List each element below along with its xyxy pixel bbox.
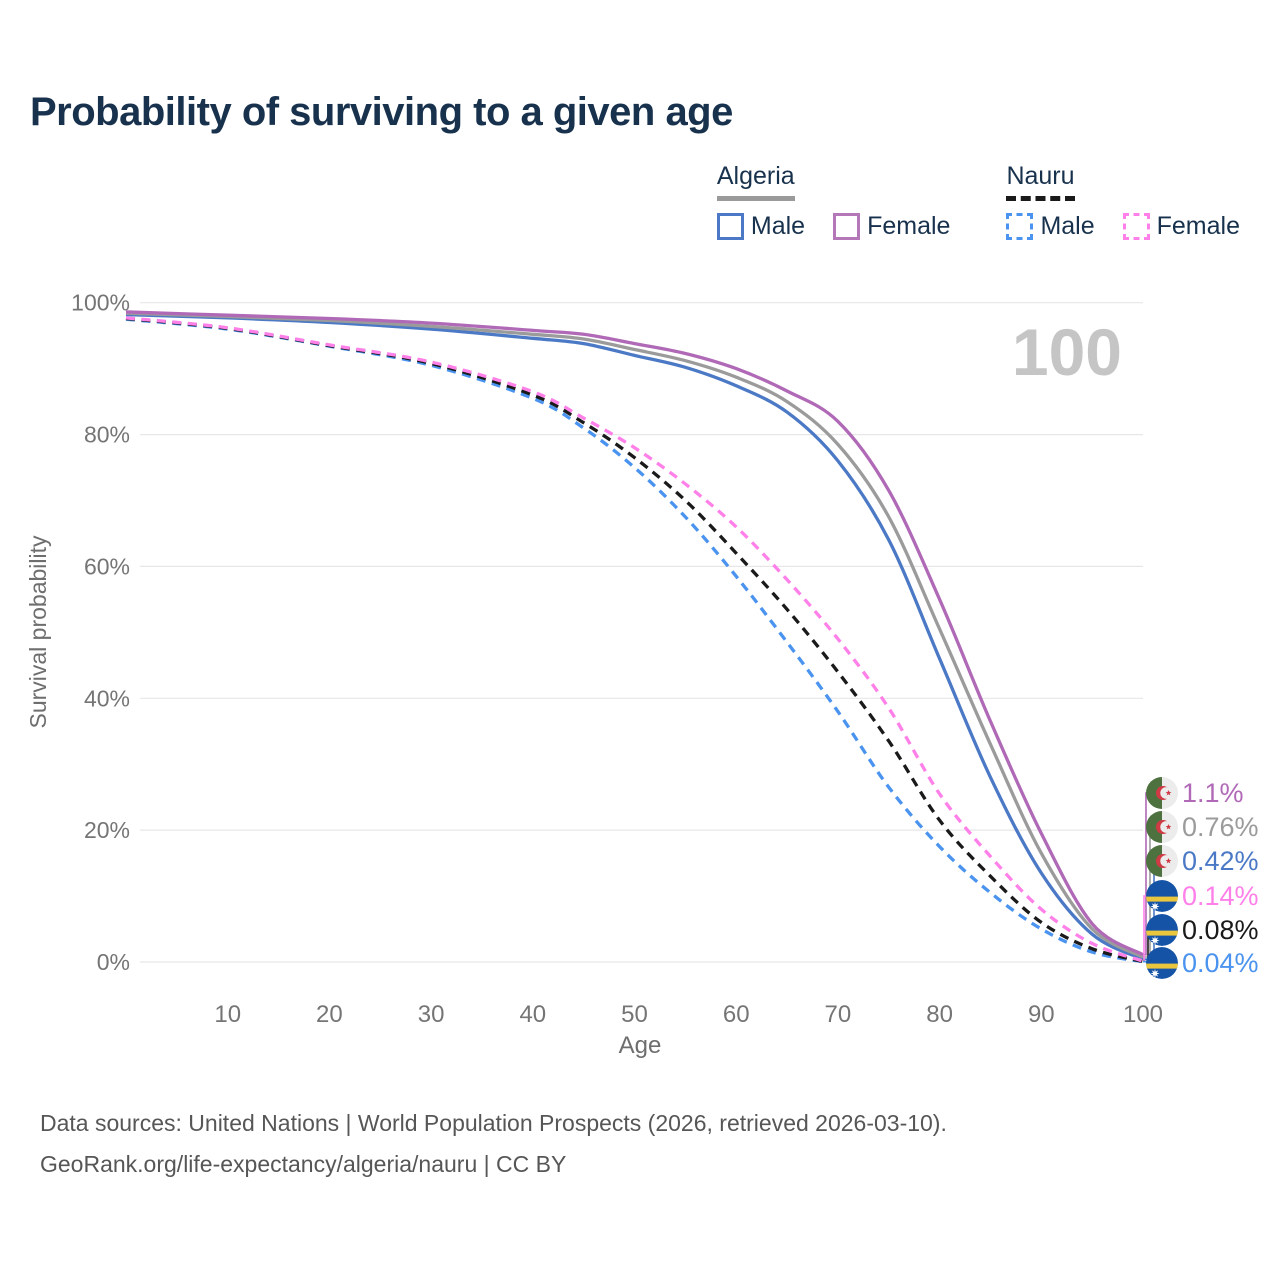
legend: Algeria Male Female Nauru Male bbox=[716, 162, 1240, 241]
nauru-flag-icon bbox=[1146, 880, 1178, 912]
y-tick-label: 80% bbox=[84, 422, 130, 448]
legend-country-nauru: Nauru bbox=[1006, 162, 1075, 201]
end-label-nauru-both-sexes[interactable]: 0.08% bbox=[1143, 914, 1259, 963]
y-tick-label: 20% bbox=[84, 817, 130, 843]
algeria-flag-icon bbox=[1146, 845, 1178, 877]
footer-sources-line: Data sources: United Nations | World Pop… bbox=[40, 1110, 947, 1136]
age-watermark: 100 bbox=[1012, 315, 1122, 389]
end-label-algeria-male[interactable]: 0.42% bbox=[1143, 845, 1259, 960]
end-label-algeria-both-sexes[interactable]: 0.76% bbox=[1143, 811, 1259, 958]
legend-label: Male bbox=[1040, 212, 1095, 240]
x-tick-label: 70 bbox=[825, 1001, 852, 1028]
end-label-value: 0.42% bbox=[1182, 846, 1259, 876]
legend-item-algeria-female[interactable]: Female bbox=[833, 212, 950, 241]
x-tick-label: 50 bbox=[621, 1001, 648, 1028]
footer: Data sources: United Nations | World Pop… bbox=[40, 1103, 947, 1185]
legend-items-nauru: Male Female bbox=[1006, 212, 1240, 241]
y-tick-label: 0% bbox=[97, 949, 130, 975]
footer-url-line: GeoRank.org/life-expectancy/algeria/naur… bbox=[40, 1151, 567, 1177]
algeria-flag-icon bbox=[1146, 777, 1178, 809]
line-nauru-female[interactable] bbox=[125, 316, 1144, 963]
x-tick-label: 60 bbox=[723, 1001, 750, 1028]
line-nauru-both-sexes[interactable] bbox=[125, 316, 1144, 964]
x-tick-label: 80 bbox=[926, 1001, 953, 1028]
end-label-value: 0.08% bbox=[1182, 915, 1259, 945]
legend-group-algeria: Algeria Male Female bbox=[716, 162, 950, 241]
legend-items-algeria: Male Female bbox=[716, 212, 950, 241]
legend-label: Female bbox=[867, 212, 951, 240]
x-axis-title: Age bbox=[619, 1032, 662, 1059]
nauru-female-swatch-icon bbox=[1122, 213, 1150, 240]
x-tick-label: 100 bbox=[1123, 1001, 1163, 1028]
y-tick-label: 100% bbox=[71, 290, 130, 316]
x-tick-label: 20 bbox=[316, 1001, 343, 1028]
end-label-nauru-female[interactable]: 0.14% bbox=[1143, 880, 1259, 962]
legend-label: Female bbox=[1156, 212, 1240, 240]
line-algeria-female[interactable] bbox=[125, 310, 1144, 957]
algeria-male-swatch-icon bbox=[716, 213, 744, 240]
x-tick-label: 30 bbox=[418, 1001, 445, 1028]
algeria-flag-icon bbox=[1146, 811, 1178, 843]
y-tick-label: 60% bbox=[84, 553, 130, 579]
legend-item-algeria-male[interactable]: Male bbox=[716, 212, 806, 241]
legend-item-nauru-female[interactable]: Female bbox=[1122, 212, 1240, 241]
legend-group-nauru: Nauru Male Female bbox=[1006, 162, 1240, 241]
legend-country-algeria: Algeria bbox=[716, 162, 795, 201]
page-title: Probability of surviving to a given age bbox=[30, 90, 733, 134]
end-label-value: 0.04% bbox=[1182, 948, 1259, 978]
x-tick-label: 10 bbox=[214, 1001, 241, 1028]
algeria-female-swatch-icon bbox=[833, 213, 861, 240]
line-algeria-both-sexes[interactable] bbox=[125, 311, 1144, 959]
x-tick-label: 40 bbox=[519, 1001, 546, 1028]
nauru-flag-icon bbox=[1146, 947, 1178, 979]
nauru-flag-icon bbox=[1146, 914, 1178, 946]
end-label-value: 0.76% bbox=[1182, 812, 1259, 842]
x-tick-label: 90 bbox=[1028, 1001, 1055, 1028]
line-nauru-male[interactable] bbox=[125, 317, 1144, 964]
legend-item-nauru-male[interactable]: Male bbox=[1006, 212, 1095, 241]
y-tick-label: 40% bbox=[84, 685, 130, 711]
line-algeria-male[interactable] bbox=[125, 312, 1144, 961]
nauru-male-swatch-icon bbox=[1006, 213, 1034, 240]
y-axis-title: Survival probability bbox=[25, 535, 51, 729]
end-label-nauru-male[interactable]: 0.04% bbox=[1143, 947, 1259, 979]
end-label-value: 1.1% bbox=[1182, 778, 1244, 808]
end-label-value: 0.14% bbox=[1182, 881, 1259, 911]
legend-label: Male bbox=[750, 212, 806, 240]
